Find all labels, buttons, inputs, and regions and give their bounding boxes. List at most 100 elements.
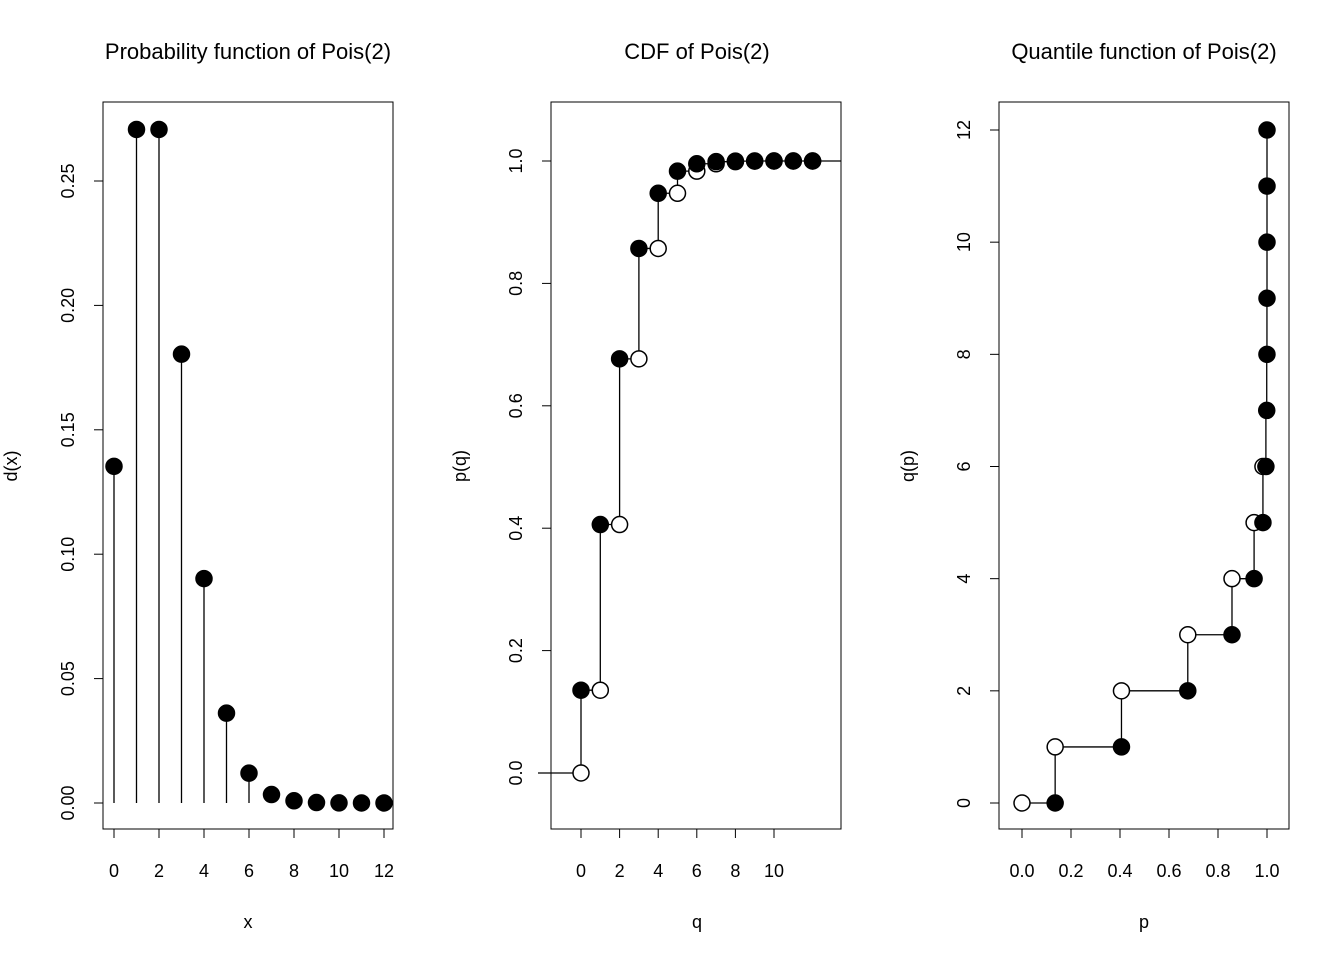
filled-point <box>726 152 745 170</box>
open-point <box>630 350 648 368</box>
filled-point <box>1258 177 1276 195</box>
filled-point <box>630 239 648 258</box>
panel-2: CDF of Pois(2) q p(q) 0 2 4 6 8 10 0.0 0.2 0.4 0.6 0.… <box>450 39 842 932</box>
filled-point <box>572 681 590 699</box>
plot-box <box>550 101 842 830</box>
open-point <box>1179 626 1197 644</box>
y-tick-label: 4 <box>954 574 974 584</box>
x-tick-label: 10 <box>329 861 349 881</box>
open-point <box>649 239 667 258</box>
filled-point <box>668 162 687 180</box>
x-tick-label: 0.4 <box>1107 861 1132 881</box>
filled-point <box>610 350 629 368</box>
filled-point <box>745 152 764 170</box>
filled-point <box>591 515 610 534</box>
open-point <box>668 184 687 203</box>
plot-box <box>998 101 1290 830</box>
y-tick-label: 0.10 <box>58 537 78 572</box>
y-axis-label: p(q) <box>450 450 470 482</box>
y-tick-label: 0.25 <box>58 163 78 198</box>
filled-point <box>330 794 348 812</box>
chart-title: Quantile function of Pois(2) <box>1011 39 1276 64</box>
filled-point <box>1258 345 1276 364</box>
filled-point <box>240 764 258 782</box>
y-axis-label: q(p) <box>898 450 918 482</box>
panel-1: Probability function of Pois(2) x d(x) 0 2 4 6… <box>1 39 394 932</box>
filled-point <box>262 785 281 804</box>
open-point <box>591 681 610 699</box>
x-tick-label: 0.0 <box>1009 861 1034 881</box>
x-tick-label: 0.8 <box>1205 861 1230 881</box>
filled-point <box>195 569 213 588</box>
x-tick-label: 6 <box>692 861 702 881</box>
plot-box <box>102 101 394 830</box>
x-axis-label: x <box>244 912 253 932</box>
open-point <box>1112 682 1131 700</box>
filled-point <box>765 152 783 170</box>
y-tick-label: 0.2 <box>506 638 526 663</box>
y-tick-label: 2 <box>954 686 974 696</box>
x-tick-label: 8 <box>730 861 740 881</box>
filled-point <box>707 152 725 171</box>
y-tick-label: 0.6 <box>506 393 526 418</box>
open-point <box>1013 794 1031 812</box>
y-tick-label: 6 <box>954 461 974 471</box>
y-tick-label: 0.8 <box>506 271 526 296</box>
chart-title: CDF of Pois(2) <box>624 39 769 64</box>
x-tick-label: 0 <box>576 861 586 881</box>
x-tick-label: 1.0 <box>1254 861 1279 881</box>
filled-point <box>784 152 803 170</box>
filled-point <box>217 704 236 722</box>
open-point <box>572 764 590 782</box>
y-tick-label: 0 <box>954 798 974 808</box>
x-tick-label: 2 <box>154 861 164 881</box>
filled-point <box>803 152 822 170</box>
filled-point <box>649 184 667 203</box>
x-axis-label: q <box>692 912 702 932</box>
x-tick-label: 0.2 <box>1058 861 1083 881</box>
chart-title: Probability function of Pois(2) <box>105 39 391 64</box>
y-tick-label: 8 <box>954 349 974 359</box>
x-tick-label: 10 <box>764 861 784 881</box>
x-tick-label: 6 <box>244 861 254 881</box>
filled-point <box>1046 794 1064 812</box>
filled-point <box>127 120 146 139</box>
x-tick-label: 4 <box>653 861 663 881</box>
filled-point <box>1258 233 1276 251</box>
filled-point <box>1254 513 1272 532</box>
filled-point <box>1258 289 1276 307</box>
filled-point <box>375 794 393 812</box>
y-tick-label: 0.15 <box>58 412 78 447</box>
x-tick-label: 12 <box>374 861 394 881</box>
y-tick-label: 0.20 <box>58 288 78 323</box>
open-point <box>1046 738 1064 756</box>
y-axis-label: d(x) <box>1 451 21 482</box>
filled-point <box>352 794 371 812</box>
open-point <box>610 515 629 534</box>
x-tick-label: 8 <box>289 861 299 881</box>
filled-point <box>1257 457 1275 476</box>
y-tick-label: 10 <box>954 232 974 252</box>
x-tick-label: 4 <box>199 861 209 881</box>
y-tick-label: 1.0 <box>506 148 526 173</box>
y-tick-label: 12 <box>954 120 974 140</box>
y-tick-label: 0.4 <box>506 516 526 541</box>
filled-point <box>1257 401 1276 420</box>
y-tick-label: 0.0 <box>506 760 526 785</box>
filled-point <box>105 457 123 476</box>
filled-point <box>1223 626 1241 644</box>
open-point <box>1223 569 1241 588</box>
y-tick-label: 0.05 <box>58 661 78 696</box>
x-axis-label: p <box>1139 912 1149 932</box>
filled-point <box>688 155 706 173</box>
filled-point <box>307 793 326 812</box>
filled-point <box>1245 569 1263 588</box>
x-tick-label: 2 <box>615 861 625 881</box>
filled-point <box>1179 682 1197 700</box>
filled-point <box>1112 738 1131 756</box>
filled-point <box>172 345 191 363</box>
x-tick-label: 0 <box>109 861 119 881</box>
y-tick-label: 0.00 <box>58 785 78 820</box>
x-tick-label: 0.6 <box>1156 861 1181 881</box>
